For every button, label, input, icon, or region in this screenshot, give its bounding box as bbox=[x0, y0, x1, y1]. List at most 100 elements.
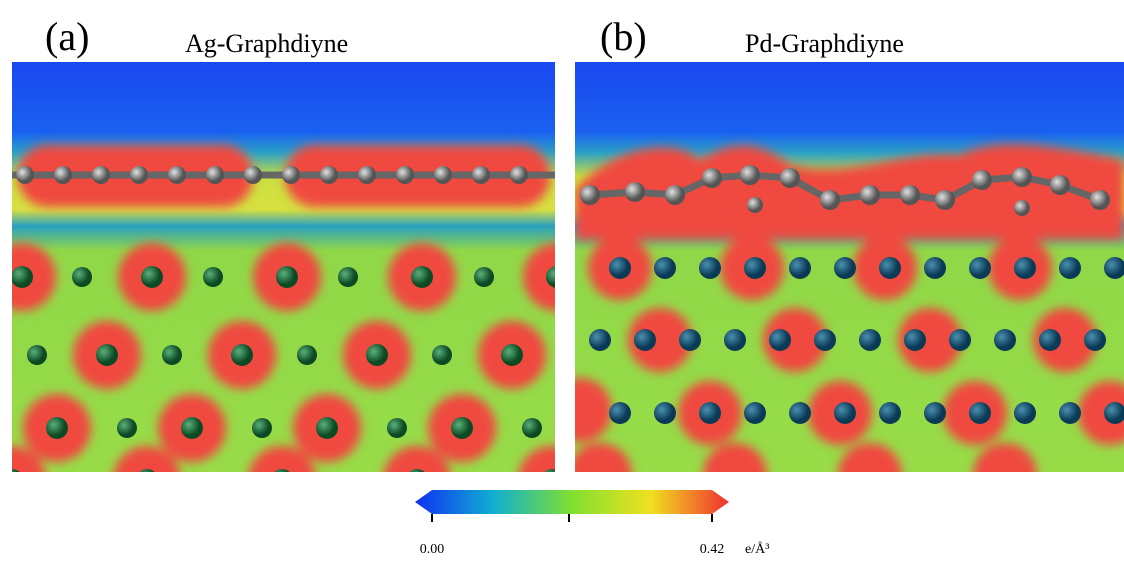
c-atom bbox=[396, 166, 414, 184]
pd-atom bbox=[1059, 257, 1081, 279]
pd-atom bbox=[769, 329, 791, 351]
c-atom bbox=[1014, 200, 1030, 216]
c-atom bbox=[580, 185, 600, 205]
ag-atom bbox=[141, 266, 163, 288]
pd-atom bbox=[699, 257, 721, 279]
ag-atom bbox=[387, 418, 407, 438]
colorbar-bar bbox=[415, 490, 729, 514]
pd-atom bbox=[949, 329, 971, 351]
pd-atom bbox=[679, 329, 701, 351]
pd-atom bbox=[654, 402, 676, 424]
pd-atom bbox=[744, 402, 766, 424]
c-atom bbox=[820, 190, 840, 210]
c-atom bbox=[510, 166, 528, 184]
density-blob bbox=[838, 443, 902, 472]
ag-atom bbox=[338, 267, 358, 287]
density-blob bbox=[575, 443, 632, 472]
pd-atom bbox=[744, 257, 766, 279]
pd-atom bbox=[924, 257, 946, 279]
density-blobs bbox=[12, 145, 555, 472]
pd-atom bbox=[879, 257, 901, 279]
ag-atom bbox=[274, 469, 290, 472]
pd-atom bbox=[1014, 402, 1036, 424]
ag-atom bbox=[316, 417, 338, 439]
ag-atom bbox=[546, 266, 555, 288]
c-atom bbox=[702, 168, 722, 188]
panel-a-map bbox=[12, 62, 555, 472]
pd-atom bbox=[1104, 402, 1124, 424]
pd-atom bbox=[924, 402, 946, 424]
density-blob bbox=[248, 446, 316, 472]
c-atom bbox=[900, 185, 920, 205]
ag-atom bbox=[96, 344, 118, 366]
ag-atom bbox=[72, 267, 92, 287]
pd-atom bbox=[834, 257, 856, 279]
ag-atom bbox=[46, 417, 68, 439]
pd-atom bbox=[1059, 402, 1081, 424]
pd-atom bbox=[1014, 257, 1036, 279]
c-atom bbox=[206, 166, 224, 184]
panel-label: (b) bbox=[600, 14, 647, 59]
pd-atom bbox=[789, 257, 811, 279]
pd-atom bbox=[609, 402, 631, 424]
c-atom bbox=[54, 166, 72, 184]
ag-atom bbox=[432, 345, 452, 365]
pd-atom bbox=[609, 257, 631, 279]
density-blob bbox=[628, 308, 692, 372]
c-atom bbox=[935, 190, 955, 210]
colorbar bbox=[415, 490, 729, 522]
pd-atom bbox=[834, 402, 856, 424]
c-atom bbox=[625, 182, 645, 202]
c-atom bbox=[130, 166, 148, 184]
ag-atom bbox=[411, 266, 433, 288]
pd-atom bbox=[994, 329, 1016, 351]
c-atom bbox=[472, 166, 490, 184]
colorbar-tick-label: 0.00 bbox=[420, 542, 445, 557]
pd-atom bbox=[789, 402, 811, 424]
c-atom bbox=[860, 185, 880, 205]
c-atom bbox=[92, 166, 110, 184]
c-atom bbox=[168, 166, 186, 184]
pd-atom bbox=[859, 329, 881, 351]
panel-b-map bbox=[575, 62, 1124, 472]
c-atom bbox=[1090, 190, 1110, 210]
pd-atom bbox=[969, 402, 991, 424]
c-atom bbox=[1050, 175, 1070, 195]
ag-atom bbox=[297, 345, 317, 365]
density-blob bbox=[1078, 381, 1124, 445]
pd-atom bbox=[1104, 257, 1124, 279]
c-atom bbox=[665, 185, 685, 205]
ag-atom bbox=[276, 266, 298, 288]
ag-atom bbox=[451, 417, 473, 439]
density-blob bbox=[575, 378, 612, 442]
pd-atom bbox=[634, 329, 656, 351]
ag-atom bbox=[181, 417, 203, 439]
c-atom bbox=[320, 166, 338, 184]
panel-title: Pd-Graphdiyne bbox=[745, 29, 904, 58]
density-blob bbox=[1033, 308, 1097, 372]
density-blob bbox=[383, 446, 451, 472]
c-atom bbox=[434, 166, 452, 184]
ag-atom bbox=[544, 469, 555, 472]
ag-atom bbox=[501, 344, 523, 366]
pd-atom bbox=[969, 257, 991, 279]
density-blob bbox=[898, 308, 962, 372]
ag-atom bbox=[27, 345, 47, 365]
c-atom bbox=[780, 168, 800, 188]
ag-atom bbox=[12, 469, 20, 472]
ag-atom bbox=[117, 418, 137, 438]
pd-atom bbox=[879, 402, 901, 424]
ag-atom bbox=[252, 418, 272, 438]
density-blob bbox=[763, 308, 827, 372]
c-atom bbox=[16, 166, 34, 184]
pd-atom bbox=[1084, 329, 1106, 351]
pd-atom bbox=[589, 329, 611, 351]
c-atom bbox=[244, 166, 262, 184]
density-blob bbox=[703, 443, 767, 472]
panel-label: (a) bbox=[45, 14, 89, 59]
pd-atom bbox=[814, 329, 836, 351]
c-atom bbox=[1012, 167, 1032, 187]
density-blob bbox=[523, 243, 555, 311]
colorbar-tick-label: 0.42 bbox=[700, 542, 725, 557]
